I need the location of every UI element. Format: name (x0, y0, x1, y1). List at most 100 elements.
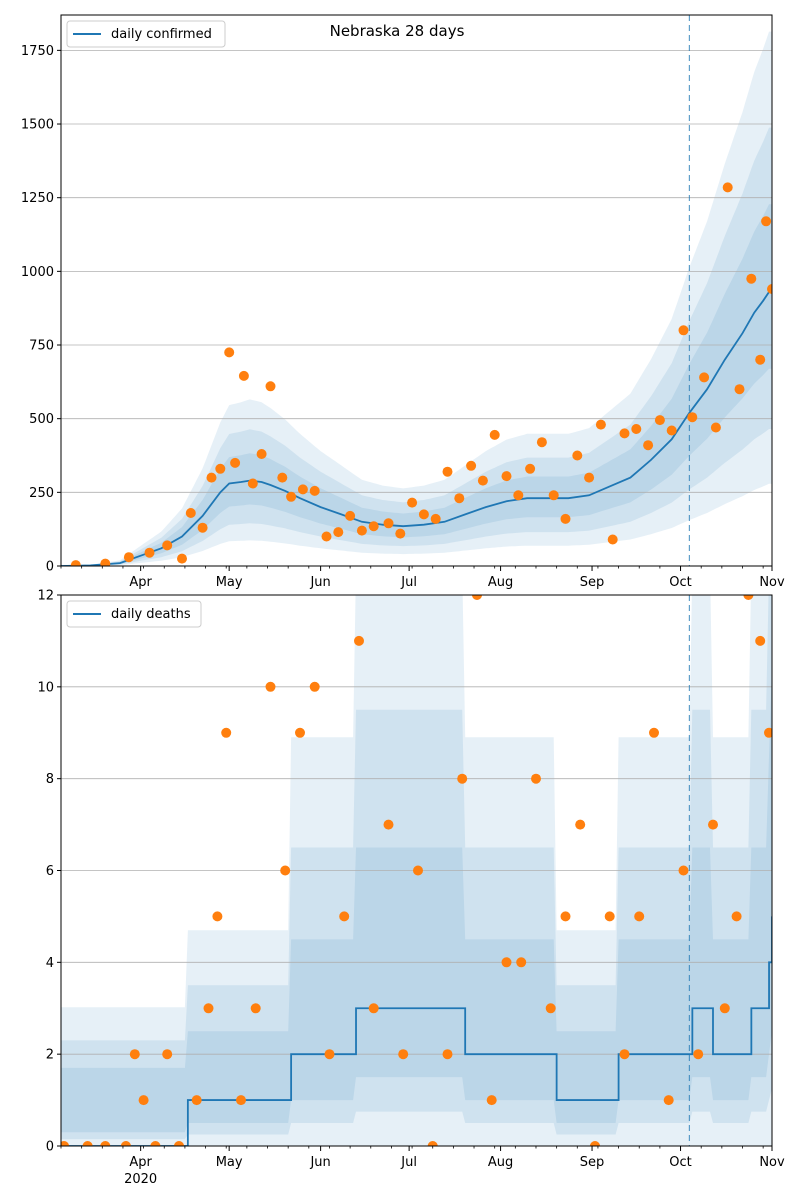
data-point (144, 547, 155, 558)
x-tick-label: Oct (669, 1155, 691, 1170)
uncertainty-band (61, 31, 772, 566)
uncertainty-band (61, 663, 772, 1133)
data-point (383, 518, 394, 529)
data-point (356, 525, 367, 536)
uncertainty-bands (61, 31, 772, 566)
data-point (572, 450, 583, 461)
data-point (398, 1049, 409, 1060)
y-tick-label: 2 (46, 1048, 54, 1063)
data-point (731, 911, 742, 922)
deaths-panel: 0 2 4 6 8 10 12 Apr May Jun Jul Aug Sep Oct Nov 2020 d… (37, 589, 785, 1188)
data-point (734, 384, 745, 395)
data-point (224, 347, 235, 358)
data-point (129, 1049, 140, 1060)
y-tick-label: 500 (29, 412, 54, 427)
data-point (767, 284, 772, 294)
data-point (501, 957, 512, 968)
legend-label: daily confirmed (111, 27, 212, 42)
data-point (354, 635, 364, 646)
data-point (82, 1141, 93, 1146)
x-axis: Apr May Jun Jul Aug Sep Oct Nov (60, 566, 785, 590)
data-point (454, 493, 465, 504)
series-line (61, 291, 770, 566)
data-point (699, 372, 710, 383)
data-point (427, 1141, 438, 1146)
data-point (516, 957, 527, 968)
legend: daily deaths (66, 600, 202, 628)
data-point (138, 1095, 149, 1106)
y-tick-label: 750 (29, 339, 54, 354)
x-tick-label: Jul (400, 575, 417, 590)
legend: daily confirmed (66, 20, 226, 48)
data-point (649, 727, 659, 738)
data-point (531, 773, 541, 784)
series-line (61, 916, 772, 1146)
data-point (70, 560, 81, 566)
data-point (604, 911, 615, 922)
data-point (442, 466, 453, 477)
y-tick-label: 1750 (21, 44, 54, 59)
data-point (607, 534, 618, 545)
data-point (236, 1095, 246, 1106)
data-point (238, 370, 249, 381)
data-point (619, 1049, 630, 1060)
data-point (185, 508, 196, 518)
data-point (560, 911, 571, 922)
data-point (265, 681, 276, 692)
y-tick-label: 1500 (21, 118, 54, 133)
data-point (575, 819, 586, 830)
data-point (100, 1141, 111, 1146)
data-point (764, 727, 772, 738)
data-point (309, 485, 320, 496)
data-point (687, 412, 698, 423)
data-point (162, 1049, 173, 1060)
data-point (345, 510, 356, 521)
data-point (536, 437, 547, 448)
data-point (560, 513, 571, 524)
data-point (174, 1141, 184, 1146)
uncertainty-band (61, 595, 772, 1146)
data-point (368, 1003, 379, 1014)
data-point (286, 491, 297, 502)
data-point (755, 635, 766, 646)
y-tick-label: 8 (46, 772, 54, 787)
data-point (256, 449, 267, 459)
x-tick-label: Apr (129, 575, 152, 590)
data-point (678, 865, 689, 876)
data-point (761, 216, 772, 227)
y-tick-label: 10 (37, 680, 54, 695)
uncertainty-bands (61, 595, 772, 1146)
y-tick-label: 250 (29, 486, 54, 501)
data-point (663, 1095, 674, 1106)
x-tick-label: Oct (669, 575, 691, 590)
data-point (545, 1003, 556, 1014)
data-point (708, 819, 718, 830)
data-point (631, 424, 642, 434)
data-point (321, 531, 332, 542)
data-point (191, 1095, 202, 1106)
x-tick-label: Sep (580, 1155, 605, 1170)
x-tick-label: Nov (759, 1155, 785, 1170)
data-point (150, 1141, 161, 1146)
data-point (486, 1095, 497, 1106)
data-point (212, 911, 223, 922)
data-point (722, 182, 733, 193)
data-point (755, 354, 766, 365)
legend-label: daily deaths (111, 607, 191, 622)
x-tick-label: Aug (488, 1155, 513, 1170)
data-point (324, 1049, 335, 1060)
data-point (297, 484, 308, 495)
data-point (177, 553, 187, 564)
x-year-label: 2020 (124, 1172, 157, 1187)
y-axis: 0 2 4 6 8 10 12 (37, 589, 61, 1155)
y-tick-label: 4 (46, 956, 54, 971)
chart-title: Nebraska 28 days (330, 22, 465, 40)
data-point (501, 471, 512, 482)
data-point (442, 1049, 453, 1060)
axes-frame (60, 14, 773, 567)
data-point (395, 528, 406, 539)
y-tick-label: 1000 (21, 265, 54, 280)
x-tick-label: Nov (759, 575, 785, 590)
